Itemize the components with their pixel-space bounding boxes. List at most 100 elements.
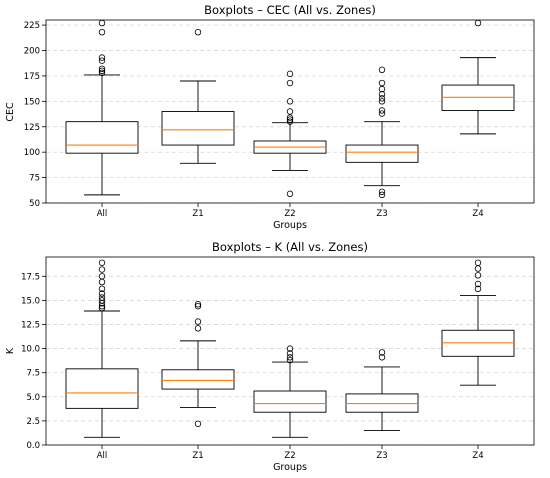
outlier-point <box>194 318 202 325</box>
outlier-point <box>98 273 106 280</box>
outlier-point <box>194 325 202 332</box>
y-tick-label: 0.0 <box>26 441 40 451</box>
outlier-point <box>474 272 482 279</box>
x-axis-label: Groups <box>273 220 307 231</box>
x-tick-label: Z3 <box>376 451 387 461</box>
x-tick-label: Z1 <box>192 451 203 461</box>
outlier-point <box>98 304 106 312</box>
x-tick-label: Z4 <box>472 451 483 461</box>
outlier-point <box>98 278 106 286</box>
y-ticks: 50 75 100 125 150 175 200 225 <box>24 21 46 209</box>
outlier-point <box>98 297 106 304</box>
outlier-point <box>378 85 386 93</box>
y-tick-label: 10.0 <box>21 345 40 355</box>
outlier-point <box>194 302 202 310</box>
outlier-point <box>98 259 106 266</box>
x-tick-label: Z3 <box>376 209 387 219</box>
outlier-point <box>378 107 386 114</box>
outlier-point <box>98 290 106 297</box>
y-tick-label: 7.5 <box>26 369 40 379</box>
plot-frame <box>45 19 535 204</box>
outlier-point <box>286 350 294 357</box>
y-tick-label: 75 <box>29 174 40 184</box>
outlier-point <box>378 191 386 199</box>
panel-k: Boxplots – K (All vs. Zones) 0.0 2.5 5.0 7.… <box>5 240 535 473</box>
outlier-point <box>474 19 482 27</box>
outlier-point <box>286 118 294 125</box>
outlier-point <box>474 259 482 266</box>
box-all <box>65 259 139 438</box>
iqr-box <box>161 111 235 146</box>
outlier-point <box>378 188 386 196</box>
box-z2 <box>253 70 327 198</box>
iqr-box <box>253 390 327 413</box>
outlier-point <box>286 356 294 364</box>
iqr-box <box>161 369 235 390</box>
box-z4 <box>441 259 515 386</box>
y-tick-label: 150 <box>24 97 40 107</box>
outlier-point <box>286 108 294 115</box>
box-z3 <box>345 349 419 431</box>
outlier-point <box>286 116 294 123</box>
outlier-point <box>378 98 386 105</box>
y-tick-label: 100 <box>24 148 40 158</box>
y-tick-label: 125 <box>24 123 40 133</box>
x-tick-label: Z2 <box>284 209 295 219</box>
x-ticks: All Z1 Z2 Z3 Z4 <box>97 203 484 219</box>
y-tick-label: 175 <box>24 72 40 82</box>
outlier-point <box>378 91 386 98</box>
outlier-point <box>474 280 482 288</box>
x-tick-label: All <box>97 451 108 461</box>
outlier-point <box>194 301 202 308</box>
y-tick-label: 200 <box>24 47 40 57</box>
outlier-point <box>286 354 294 361</box>
y-tick-label: 2.5 <box>26 417 40 427</box>
x-tick-label: Z2 <box>284 451 295 461</box>
outlier-point <box>286 70 294 78</box>
outlier-point <box>286 114 294 121</box>
outlier-point <box>378 349 386 356</box>
y-axis-label: CEC <box>5 102 16 122</box>
y-axis-label: K <box>5 347 16 354</box>
outlier-point <box>474 265 482 272</box>
x-ticks: All Z1 Z2 Z3 Z4 <box>97 445 484 461</box>
outlier-point <box>98 285 106 293</box>
y-tick-label: 17.5 <box>21 272 40 282</box>
panel-cec: Boxplots – CEC (All vs. Zones) 50 75 100 12… <box>5 3 535 231</box>
x-axis-label: Groups <box>273 462 307 473</box>
chart-title: Boxplots – K (All vs. Zones) <box>212 240 368 254</box>
outlier-point <box>474 285 482 293</box>
y-tick-label: 15.0 <box>21 296 40 306</box>
box-z3 <box>345 66 419 199</box>
y-ticks: 0.0 2.5 5.0 7.5 10.0 12.5 15.0 17.5 <box>21 272 46 451</box>
outlier-point <box>98 67 106 75</box>
box-all <box>65 19 139 196</box>
outlier-point <box>378 66 386 74</box>
outlier-point <box>286 345 294 352</box>
box-z4 <box>441 19 515 135</box>
outlier-point <box>98 57 106 64</box>
outlier-point <box>98 54 106 61</box>
boxes <box>65 19 515 199</box>
outlier-point <box>378 110 386 117</box>
x-tick-label: Z4 <box>472 209 483 219</box>
chart-title: Boxplots – CEC (All vs. Zones) <box>204 3 376 17</box>
boxes <box>65 259 515 438</box>
iqr-box <box>345 144 419 163</box>
outlier-point <box>194 29 202 36</box>
y-tick-label: 50 <box>29 199 40 209</box>
outlier-point <box>286 79 294 87</box>
outlier-point <box>378 354 386 361</box>
box-z2 <box>253 345 327 438</box>
x-tick-label: All <box>97 209 108 219</box>
outlier-point <box>98 266 106 273</box>
outlier-point <box>286 98 294 105</box>
iqr-box <box>65 368 139 409</box>
box-z1 <box>161 29 235 164</box>
outlier-point <box>98 294 106 301</box>
outlier-point <box>98 65 106 72</box>
box-z1 <box>161 301 235 427</box>
iqr-box <box>65 121 139 154</box>
outlier-point <box>378 95 386 102</box>
